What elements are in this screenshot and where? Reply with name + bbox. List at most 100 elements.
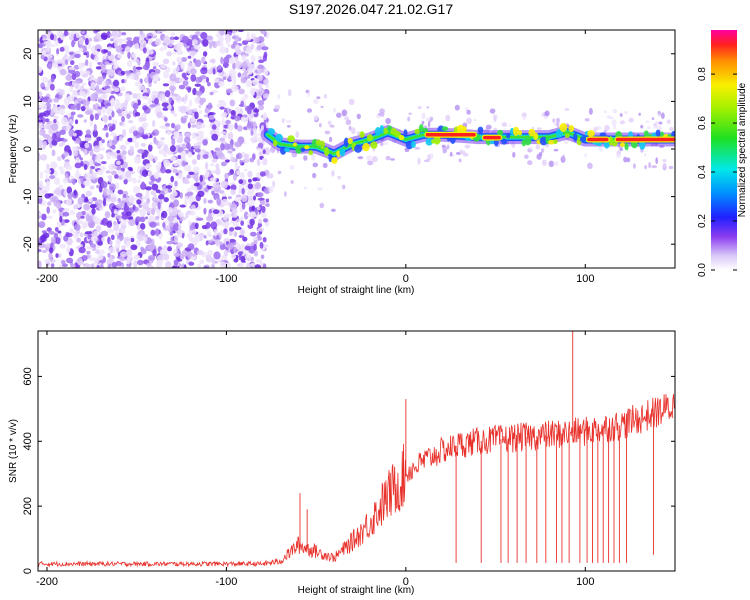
noise-blob <box>178 224 182 231</box>
spectrogram-y-ticks: -20 -10 0 10 20 <box>22 48 675 252</box>
noise-blob <box>135 239 141 248</box>
noise-blob <box>167 215 175 222</box>
noise-blob <box>194 111 199 120</box>
noise-blob <box>655 157 659 165</box>
noise-blob <box>52 104 58 113</box>
noise-blob <box>184 115 188 119</box>
noise-blob <box>63 151 69 157</box>
noise-blob <box>145 163 153 169</box>
noise-blob <box>231 207 238 216</box>
noise-blob <box>114 182 120 190</box>
noise-blob <box>188 171 195 175</box>
noise-blob <box>142 201 149 210</box>
noise-blob <box>328 136 333 143</box>
noise-blob <box>219 137 226 142</box>
noise-blob <box>277 170 282 175</box>
noise-blob <box>132 93 138 99</box>
noise-blob <box>586 162 593 170</box>
noise-blob <box>174 180 178 187</box>
noise-blob <box>218 80 225 87</box>
noise-blob <box>543 115 549 119</box>
noise-blob <box>132 204 136 211</box>
noise-blob <box>50 110 54 116</box>
noise-blob <box>229 226 235 232</box>
noise-blob <box>84 231 93 235</box>
noise-blob <box>265 198 270 203</box>
noise-blob <box>204 162 209 170</box>
y-tick-label: -10 <box>22 189 34 205</box>
noise-blob <box>536 153 542 160</box>
noise-blob <box>167 104 172 111</box>
noise-blob <box>172 61 176 66</box>
noise-blob <box>465 106 468 111</box>
noise-blob <box>234 196 242 202</box>
noise-blob <box>202 138 208 146</box>
ridge-blob <box>379 125 385 134</box>
noise-blob <box>100 32 108 40</box>
noise-blob <box>227 75 232 81</box>
noise-blob <box>215 239 220 247</box>
noise-blob <box>45 83 50 91</box>
noise-blob <box>138 126 144 134</box>
noise-blob <box>390 158 395 161</box>
noise-blob <box>89 158 94 166</box>
noise-blob <box>101 139 105 144</box>
noise-blob <box>268 172 274 179</box>
noise-blob <box>133 36 140 45</box>
noise-blob <box>151 201 157 210</box>
noise-blob <box>166 51 173 57</box>
noise-blob <box>182 180 190 185</box>
ridge-blob <box>559 123 568 133</box>
noise-blob <box>153 68 161 75</box>
ridge-blob <box>441 126 449 131</box>
noise-blob <box>584 153 587 158</box>
noise-blob <box>196 249 204 256</box>
noise-blob <box>102 198 107 207</box>
noise-blob <box>248 79 253 88</box>
noise-blob <box>303 155 308 161</box>
noise-blob <box>640 124 644 129</box>
snr-frame <box>37 330 676 572</box>
noise-blob <box>158 90 164 95</box>
noise-blob <box>527 160 533 166</box>
noise-blob <box>59 68 67 76</box>
noise-blob <box>84 136 92 142</box>
noise-blob <box>134 156 142 164</box>
noise-blob <box>202 38 209 47</box>
noise-blob <box>93 155 102 163</box>
noise-blob <box>337 175 342 180</box>
noise-blob <box>197 263 202 268</box>
noise-blob <box>236 125 243 132</box>
ridge-blob <box>320 140 325 150</box>
noise-blob <box>43 169 52 174</box>
noise-blob <box>121 121 126 127</box>
ridge-blob <box>383 127 389 134</box>
noise-blob <box>251 88 255 96</box>
noise-blob <box>136 199 142 205</box>
noise-blob <box>109 33 113 37</box>
noise-blob <box>257 227 265 232</box>
noise-blob <box>219 106 225 110</box>
noise-blob <box>230 254 237 260</box>
noise-blob <box>258 104 265 111</box>
noise-blob <box>588 107 593 115</box>
noise-blob <box>229 68 237 77</box>
noise-blob <box>243 211 249 220</box>
noise-blob <box>562 154 565 161</box>
noise-blob <box>141 122 149 128</box>
noise-blob <box>466 109 471 115</box>
ridge-blob <box>323 146 330 157</box>
noise-blob <box>124 236 130 242</box>
noise-blob <box>56 59 64 64</box>
noise-blob <box>107 123 113 128</box>
noise-blob <box>165 260 172 268</box>
noise-blob <box>485 124 492 130</box>
noise-blob <box>38 42 44 49</box>
noise-blob <box>133 260 138 268</box>
noise-blob <box>203 197 207 204</box>
noise-blob <box>253 108 260 113</box>
ridge-blob <box>587 129 595 137</box>
noise-blob <box>47 201 52 206</box>
noise-blob <box>449 151 453 157</box>
noise-blob <box>167 39 175 44</box>
